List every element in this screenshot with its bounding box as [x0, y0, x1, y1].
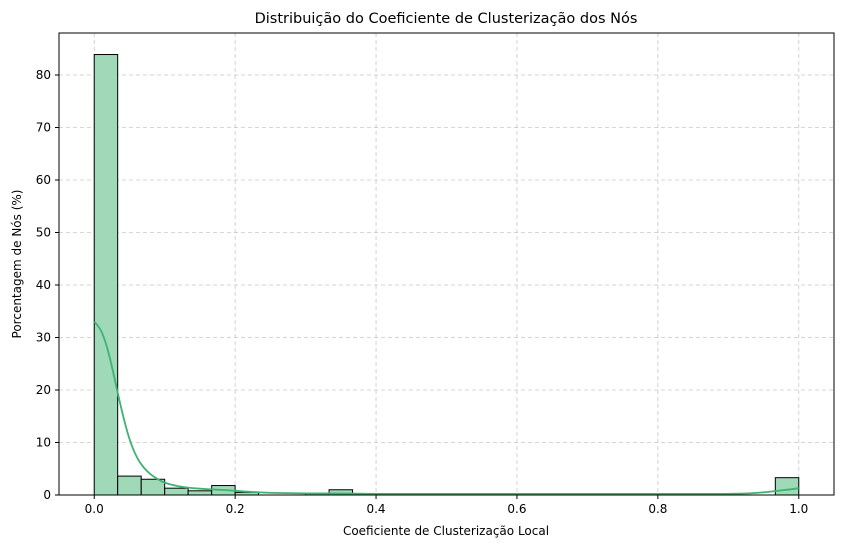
x-axis-ticks: 0.0 0.2 0.4 0.6 0.8 1.0 [85, 495, 808, 516]
y-tick-label: 50 [36, 226, 51, 240]
y-tick-label: 20 [36, 383, 51, 397]
chart-title: Distribuição do Coeficiente de Clusteriz… [255, 11, 638, 27]
kde-curve [93, 321, 799, 495]
y-tick-label: 60 [36, 173, 51, 187]
histogram-bar [187, 490, 213, 496]
histogram-bar [774, 477, 800, 496]
y-axis-label: Porcentagem de Nós (%) [10, 190, 24, 339]
x-tick-label: 0.6 [507, 502, 526, 516]
histogram-bar [93, 54, 119, 496]
x-tick-label: 0.2 [226, 502, 245, 516]
x-axis-label: Coeficiente de Clusterização Local [343, 524, 549, 538]
y-tick-label: 30 [36, 331, 51, 345]
grid [59, 33, 834, 496]
y-tick-label: 70 [36, 121, 51, 135]
plot-frame [58, 32, 835, 496]
y-axis-ticks: 0 10 20 30 40 50 60 70 80 [36, 68, 59, 502]
histogram-bar [117, 475, 142, 496]
x-tick-label: 1.0 [789, 502, 808, 516]
y-tick-label: 80 [36, 68, 51, 82]
y-tick-label: 10 [36, 436, 51, 450]
kde-curve-group [93, 321, 799, 495]
x-tick-label: 0.4 [366, 502, 385, 516]
x-tick-label: 0.0 [85, 502, 104, 516]
x-tick-label: 0.8 [648, 502, 667, 516]
histogram-bars [93, 54, 800, 496]
y-tick-label: 0 [43, 488, 51, 502]
histogram-bar [164, 487, 189, 496]
y-tick-label: 40 [36, 278, 51, 292]
